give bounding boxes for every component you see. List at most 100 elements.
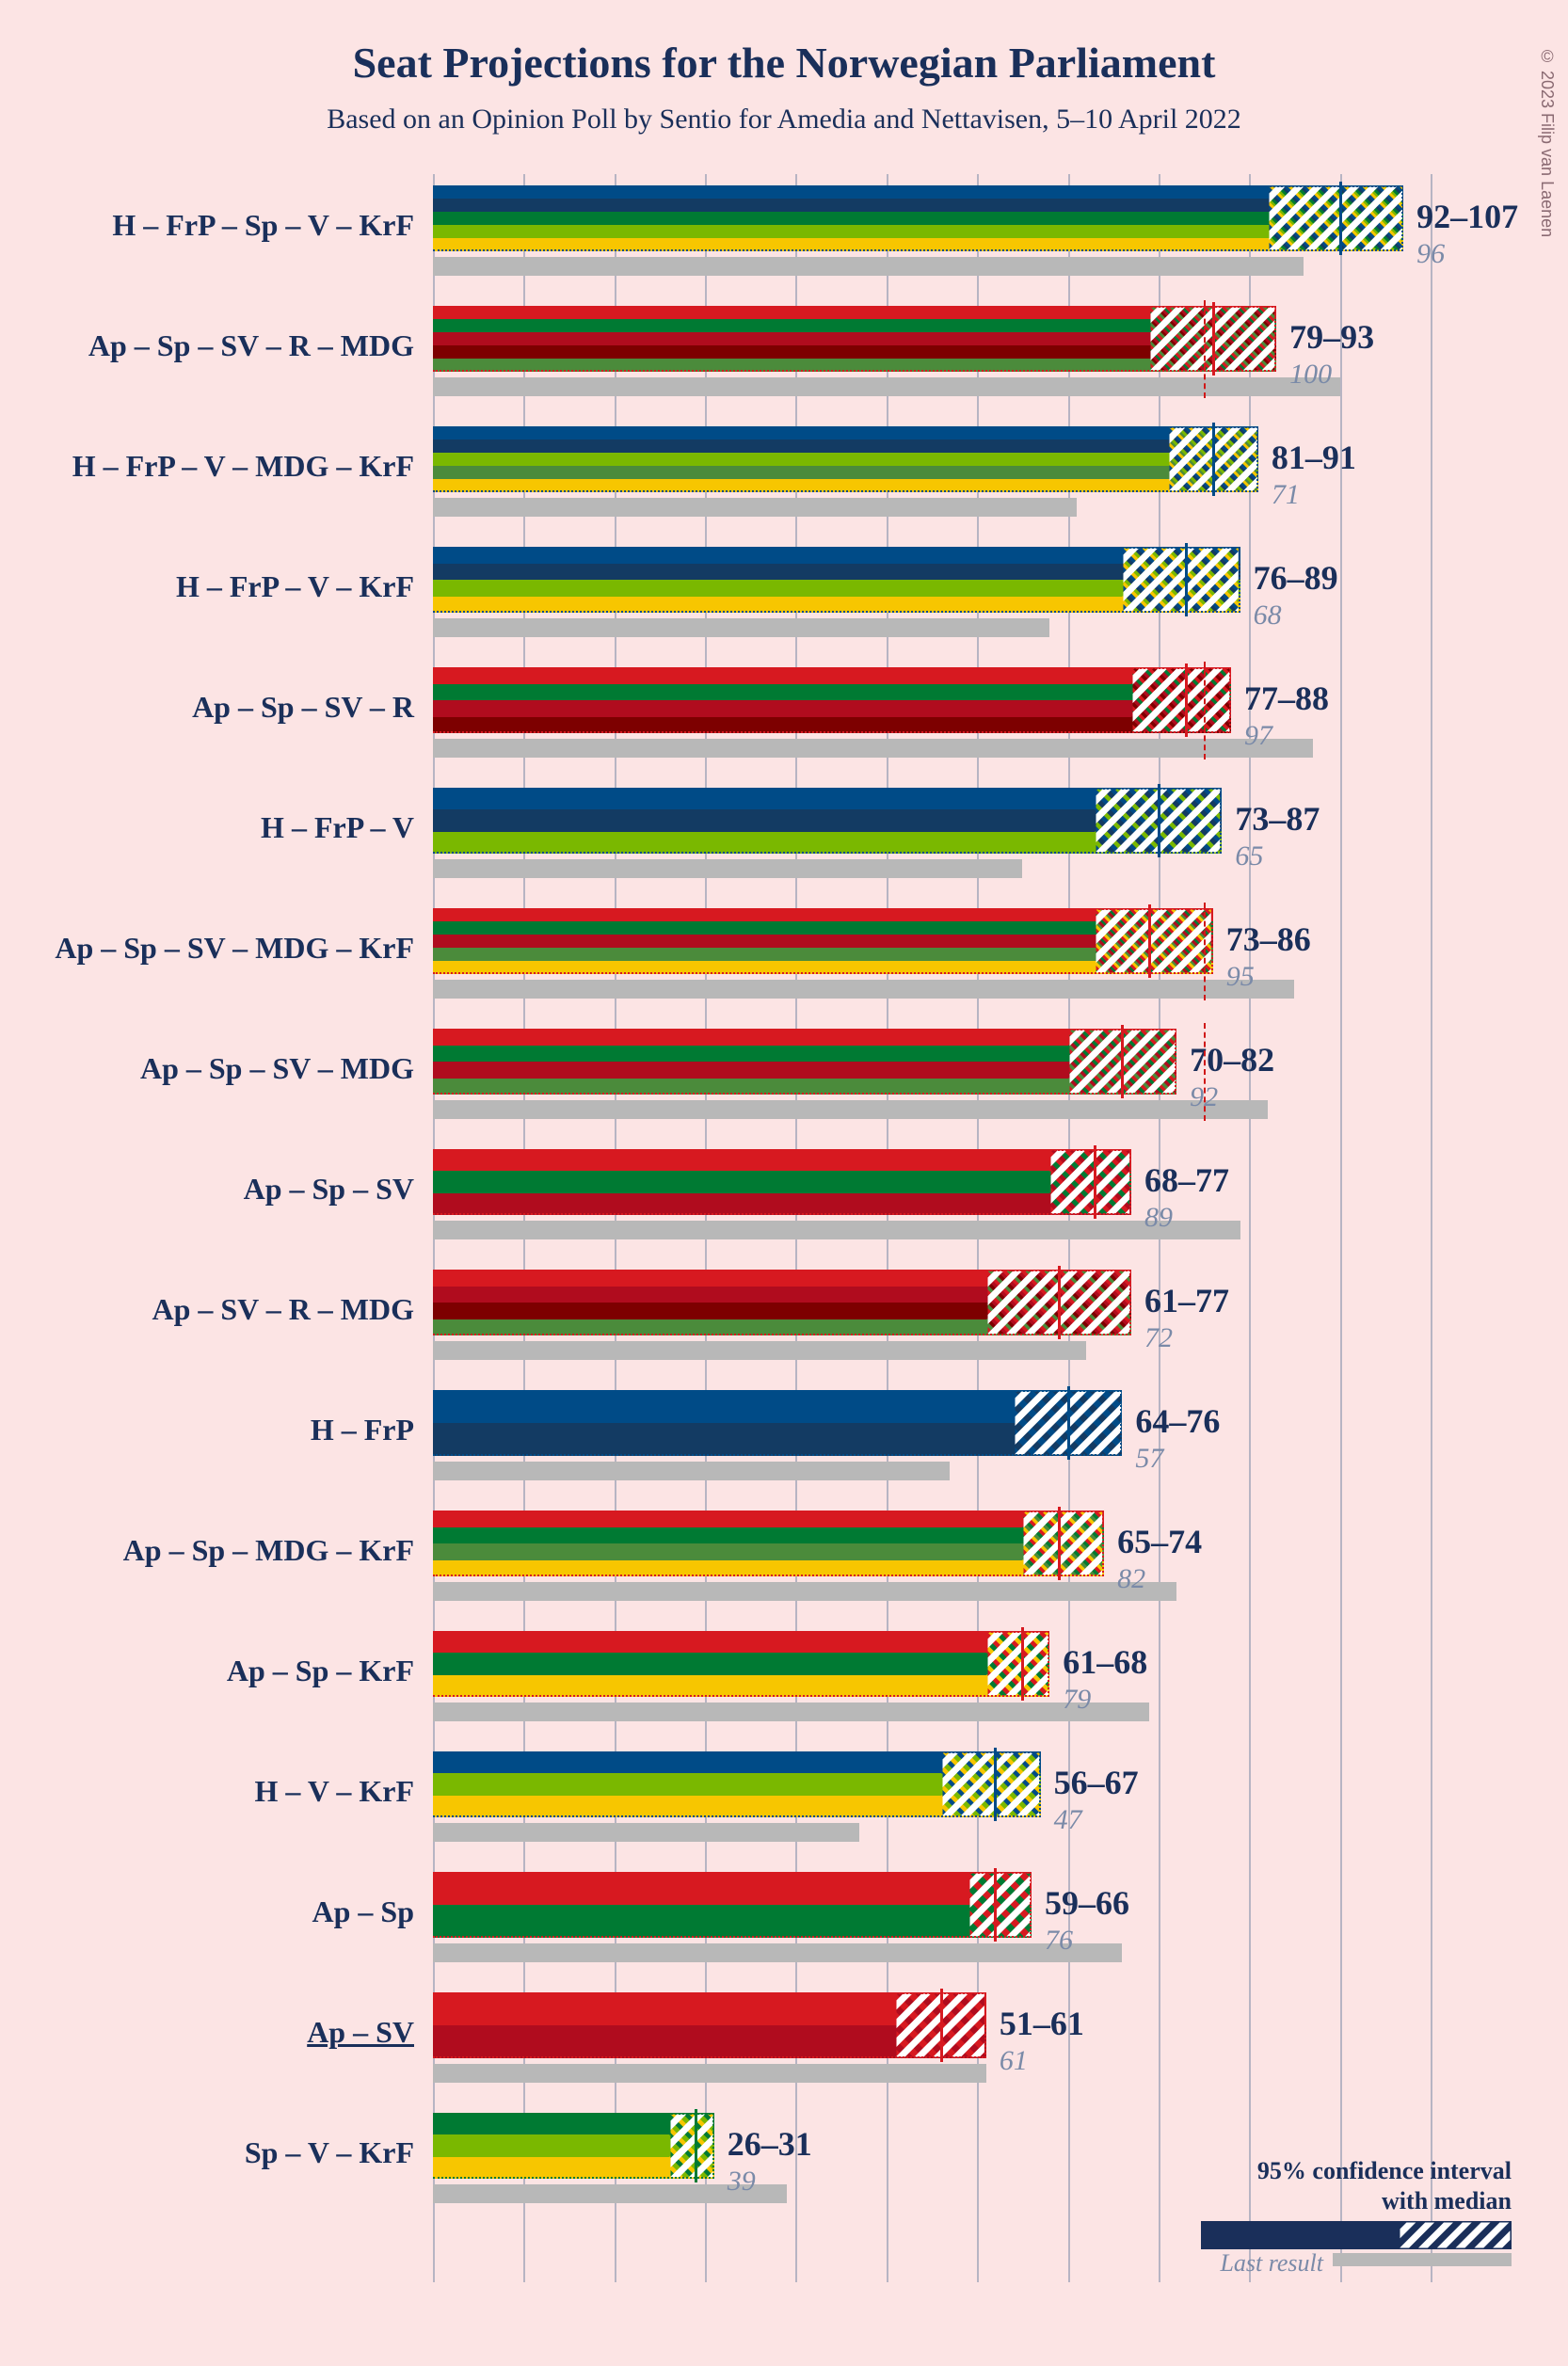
majority-threshold-line: [1204, 300, 1206, 398]
coalition-label: Ap – SV – R – MDG: [152, 1292, 414, 1327]
median-marker: [1185, 663, 1188, 737]
last-result-bar: [433, 257, 1304, 276]
coalition-label: Sp – V – KrF: [245, 2135, 414, 2170]
bar-border: [433, 1631, 1049, 1697]
last-result-bar: [433, 1221, 1240, 1239]
coalition-label: Ap – Sp – MDG – KrF: [123, 1533, 414, 1568]
median-marker: [994, 1868, 997, 1942]
projection-range-label: 81–91: [1272, 438, 1356, 477]
projection-range-label: 26–31: [728, 2124, 812, 2164]
coalition-row: Ap – Sp 59–6676: [433, 1861, 1431, 1981]
last-result-label: 68: [1254, 599, 1282, 631]
coalition-label: H – FrP – Sp – V – KrF: [112, 208, 414, 243]
median-marker: [1058, 1266, 1061, 1339]
coalition-label: Ap – Sp – SV – MDG: [140, 1051, 414, 1086]
projection-range-label: 73–86: [1226, 919, 1311, 959]
majority-threshold-line: [1204, 903, 1206, 1000]
last-result-bar: [433, 2064, 986, 2083]
last-result-label: 47: [1054, 1804, 1082, 1836]
last-result-bar: [433, 1341, 1086, 1360]
coalition-row: Ap – Sp – KrF 61–6879: [433, 1620, 1431, 1740]
majority-threshold-line: [1204, 662, 1206, 759]
coalition-row: H – FrP – V – MDG – KrF 81–9171: [433, 415, 1431, 536]
coalition-row: H – FrP – Sp – V – KrF 92–10796: [433, 174, 1431, 295]
projection-range-label: 70–82: [1190, 1040, 1274, 1079]
legend-last-label: Last result: [1220, 2249, 1323, 2278]
chart-subtitle: Based on an Opinion Poll by Sentio for A…: [0, 104, 1568, 136]
coalition-row: Ap – Sp – SV – MDG – KrF 73–8695: [433, 897, 1431, 1017]
projection-range-label: 68–77: [1144, 1160, 1229, 1200]
last-result-bar: [433, 1100, 1268, 1119]
coalition-row: H – V – KrF 56–6747: [433, 1740, 1431, 1861]
coalition-row: Ap – SV – R – MDG 61–7772: [433, 1258, 1431, 1379]
bar-border: [433, 547, 1240, 613]
median-marker: [1339, 182, 1342, 255]
bar-border: [433, 426, 1258, 492]
coalition-row: H – FrP – V 73–8765: [433, 776, 1431, 897]
coalition-label: H – FrP – V – MDG – KrF: [72, 449, 414, 484]
last-result-bar: [433, 1943, 1122, 1962]
median-marker: [1212, 423, 1215, 496]
gridline: [1431, 174, 1432, 2282]
projection-range-label: 65–74: [1117, 1522, 1202, 1561]
coalition-row: Ap – Sp – SV – R – MDG 79–93100: [433, 295, 1431, 415]
coalition-label: Ap – Sp – SV: [244, 1172, 414, 1207]
last-result-label: 57: [1135, 1443, 1163, 1475]
coalition-row: H – FrP – V – KrF 76–8968: [433, 536, 1431, 656]
projection-range-label: 77–88: [1244, 679, 1329, 718]
last-result-label: 65: [1235, 840, 1263, 872]
projection-range-label: 73–87: [1235, 799, 1320, 839]
bar-border: [433, 908, 1213, 974]
majority-threshold-line: [1204, 1023, 1206, 1121]
projection-range-label: 79–93: [1289, 317, 1374, 357]
last-result-bar: [433, 1462, 950, 1480]
coalition-row: Ap – Sp – SV – MDG 70–8292: [433, 1017, 1431, 1138]
projection-range-label: 51–61: [1000, 2004, 1084, 2043]
bar-border: [433, 1992, 986, 2058]
last-result-label: 71: [1272, 479, 1300, 511]
coalition-label: H – FrP – V – KrF: [176, 569, 414, 604]
median-marker: [1148, 904, 1151, 978]
last-result-label: 95: [1226, 961, 1255, 993]
last-result-label: 72: [1144, 1322, 1173, 1354]
coalition-row: Ap – Sp – SV – R 77–8897: [433, 656, 1431, 776]
legend-title-1: 95% confidence interval: [1201, 2157, 1512, 2185]
median-marker: [940, 1989, 943, 2062]
coalition-row: Ap – SV 51–6161: [433, 1981, 1431, 2102]
chart-title: Seat Projections for the Norwegian Parli…: [0, 38, 1568, 88]
projection-range-label: 76–89: [1254, 558, 1338, 598]
last-result-label: 79: [1063, 1684, 1091, 1716]
legend: 95% confidence interval with median Last…: [1201, 2157, 1512, 2272]
last-result-bar: [433, 739, 1313, 758]
bar-border: [433, 185, 1403, 251]
bar-border: [433, 1029, 1176, 1095]
last-result-bar: [433, 1703, 1149, 1721]
coalition-label: H – V – KrF: [255, 1774, 414, 1809]
coalition-label: Ap – Sp – KrF: [227, 1654, 414, 1688]
coalition-label: Ap – Sp: [312, 1894, 415, 1929]
last-result-label: 39: [728, 2166, 756, 2198]
last-result-bar: [433, 1582, 1176, 1601]
last-result-label: 82: [1117, 1563, 1145, 1595]
bar-border: [433, 788, 1222, 854]
median-marker: [1021, 1627, 1024, 1701]
median-marker: [1212, 302, 1215, 376]
last-result-label: 100: [1289, 359, 1332, 391]
bar-border: [433, 2113, 714, 2179]
legend-bar: Last result: [1201, 2221, 1512, 2272]
last-result-label: 89: [1144, 1202, 1173, 1234]
median-marker: [1067, 1386, 1070, 1460]
coalition-row: Ap – Sp – SV 68–7789: [433, 1138, 1431, 1258]
coalition-label: Ap – Sp – SV – R – MDG: [88, 328, 414, 363]
projection-range-label: 56–67: [1054, 1763, 1139, 1802]
coalition-label: Ap – SV: [307, 2015, 414, 2050]
last-result-bar: [433, 980, 1294, 999]
last-result-label: 97: [1244, 720, 1272, 752]
projection-range-label: 64–76: [1135, 1401, 1220, 1441]
coalition-label: Ap – Sp – SV – MDG – KrF: [55, 931, 414, 966]
copyright-text: © 2023 Filip van Laenen: [1537, 47, 1557, 237]
legend-title-2: with median: [1201, 2187, 1512, 2215]
coalition-label: Ap – Sp – SV – R: [192, 690, 414, 725]
bar-border: [433, 1390, 1122, 1456]
bar-border: [433, 306, 1276, 372]
